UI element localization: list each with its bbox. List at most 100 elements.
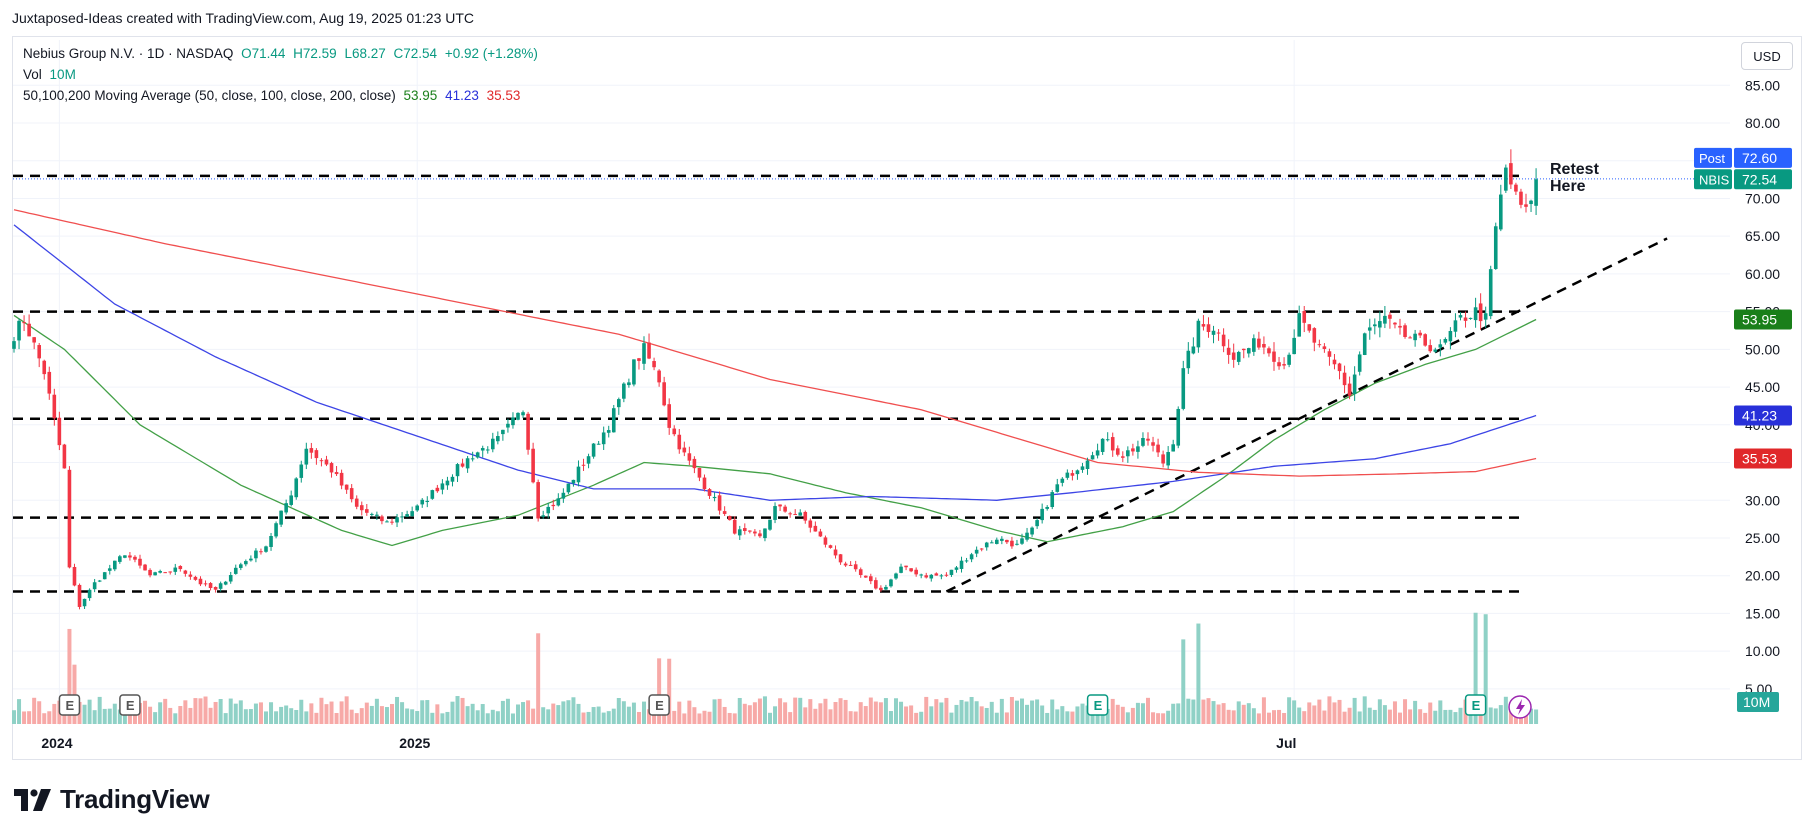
volume-bar <box>984 707 989 724</box>
volume-bar <box>707 711 712 724</box>
volume-bar <box>269 702 274 724</box>
legend-ma-row[interactable]: 50,100,200 Moving Average (50, close, 10… <box>23 88 524 103</box>
candle-body <box>702 477 707 490</box>
volume-bar <box>1115 704 1120 724</box>
volume-bar <box>1009 696 1014 724</box>
volume-bar <box>1377 699 1382 724</box>
price-axis: 85.0080.0075.0070.0065.0060.0055.0050.00… <box>1694 77 1792 712</box>
volume-bar <box>163 698 168 724</box>
candle-body <box>1509 163 1513 185</box>
candle-body <box>727 515 732 521</box>
volume-bar <box>1398 712 1402 724</box>
volume-bar <box>788 712 793 724</box>
candle-body <box>793 514 797 516</box>
tradingview-logo[interactable]: TradingView <box>14 784 210 815</box>
candle-body <box>244 561 248 565</box>
volume-bar <box>1272 710 1276 724</box>
candle-body <box>1463 317 1468 321</box>
candle-body <box>425 500 430 503</box>
volume-bar <box>1483 614 1488 724</box>
candle-body <box>889 579 893 587</box>
volume-bar <box>631 702 636 724</box>
tradingview-logo-icon <box>14 788 51 811</box>
volume-bar <box>596 706 601 724</box>
candle-body <box>1398 325 1402 328</box>
volume-bar <box>1080 703 1085 724</box>
candle-body <box>1050 492 1055 508</box>
candle-body <box>1448 330 1453 342</box>
price-tick-label: 85.00 <box>1745 77 1780 93</box>
volume-bar <box>279 706 284 724</box>
candle-body <box>123 555 127 558</box>
volume-bar <box>1171 703 1176 724</box>
currency-button[interactable]: USD <box>1741 42 1793 70</box>
candle-body <box>390 521 394 523</box>
volume-bar <box>47 711 52 724</box>
volume-bar <box>1261 697 1266 724</box>
legend-symbol-row: Nebius Group N.V. · 1D · NASDAQ O71.44 H… <box>23 46 542 61</box>
volume-bar <box>793 697 798 724</box>
symbol-name[interactable]: Nebius Group N.V. · 1D · NASDAQ <box>23 46 234 61</box>
trendline <box>945 237 1668 593</box>
volume-bar <box>1135 702 1140 724</box>
candle-body <box>1378 321 1382 328</box>
volume-bar <box>888 711 893 724</box>
volume-bar <box>1030 700 1035 724</box>
volume-bar <box>909 705 914 724</box>
candle-body <box>622 383 626 399</box>
volume-bar <box>878 702 883 724</box>
candle-body <box>571 479 576 484</box>
candle-body <box>77 584 82 607</box>
price-label: 35.53 <box>1734 448 1792 469</box>
candle-body <box>274 523 278 537</box>
volume-bar <box>1070 711 1075 724</box>
volume-bar <box>1433 710 1438 724</box>
volume-bar <box>1508 710 1513 724</box>
volume-bar <box>208 707 213 724</box>
candle-body <box>1337 363 1342 372</box>
candle-body <box>1342 372 1347 386</box>
candle-body <box>375 514 379 516</box>
candle-body <box>1519 191 1523 205</box>
volume-axis-label-box <box>1737 692 1779 712</box>
candle-body <box>1282 364 1286 366</box>
legend-volume-row[interactable]: Vol 10M <box>23 67 80 82</box>
volume-bar <box>989 701 994 724</box>
volume-bar <box>334 713 339 724</box>
candle-body <box>213 586 218 590</box>
candle-body <box>1141 438 1145 446</box>
earnings-marker: E <box>58 694 81 716</box>
volume-bar <box>505 698 510 724</box>
earnings-marker: E <box>1464 694 1487 716</box>
volume-bar <box>143 700 148 724</box>
volume-bar <box>42 713 47 724</box>
candle-body <box>1065 472 1070 478</box>
volume-bar <box>384 707 389 724</box>
candle-body <box>501 429 505 435</box>
volume-bar <box>1529 708 1534 724</box>
candle-body <box>415 505 419 511</box>
candle-body <box>1312 328 1317 343</box>
candle-body <box>672 428 677 435</box>
volume-bar <box>929 706 934 724</box>
candle-body <box>92 582 97 590</box>
candle-body <box>662 382 666 406</box>
volume-bar <box>183 700 188 724</box>
candle-body <box>1327 351 1332 357</box>
candle-body <box>87 589 92 599</box>
candle-body <box>223 581 228 585</box>
price-tick-label: 70.00 <box>1745 190 1780 206</box>
candle-body <box>118 556 122 562</box>
candle-body <box>339 472 344 486</box>
volume-bar <box>1201 699 1206 724</box>
candle-body <box>924 575 929 578</box>
candle-body <box>1332 359 1337 365</box>
candle-body <box>743 528 747 532</box>
price-label-name-box <box>1694 169 1732 190</box>
candle-body <box>611 408 616 433</box>
volume-bar <box>692 707 697 724</box>
price-tick-label: 25.00 <box>1745 530 1780 546</box>
time-tick-label: 2025 <box>399 735 430 751</box>
volume-bar <box>1110 698 1115 724</box>
